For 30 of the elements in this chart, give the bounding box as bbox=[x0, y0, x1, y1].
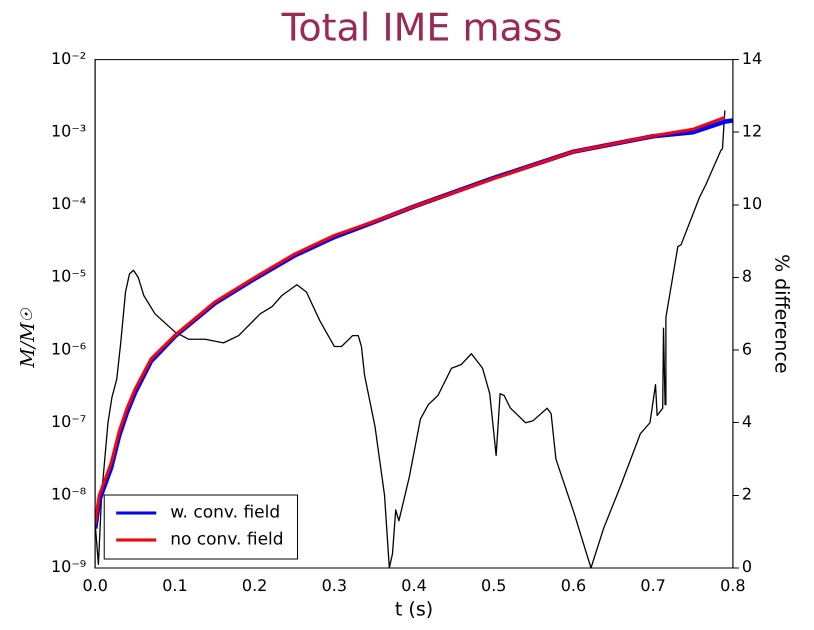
x-tick-label: 0.3 bbox=[322, 576, 348, 595]
y-tick-label: 10⁻⁴ bbox=[51, 194, 86, 214]
x-tick-label: 0.8 bbox=[720, 576, 746, 595]
y2-tick-label: 12 bbox=[742, 121, 762, 140]
legend-label: w. conv. field bbox=[170, 502, 280, 522]
y-tick-label: 10⁻⁸ bbox=[51, 484, 86, 504]
y2-axis-title: % difference bbox=[770, 254, 793, 374]
y-tick-label: 10⁻⁵ bbox=[51, 266, 86, 286]
x-tick-label: 0.4 bbox=[401, 576, 427, 595]
x-tick-label: 0.1 bbox=[162, 576, 188, 595]
chart-title: Total IME mass bbox=[280, 6, 562, 50]
x-tick-label: 0.5 bbox=[481, 576, 506, 595]
y-tick-label: 10⁻⁹ bbox=[51, 557, 86, 576]
y2-tick-label: 6 bbox=[742, 339, 752, 358]
x-tick-label: 0.0 bbox=[82, 576, 108, 595]
y2-tick-label: 8 bbox=[742, 266, 752, 286]
y2-tick-label: 10 bbox=[742, 194, 762, 214]
y2-tick-label: 0 bbox=[742, 557, 752, 576]
y2-tick-label: 14 bbox=[742, 48, 762, 68]
y-tick-label: 10⁻² bbox=[51, 48, 86, 68]
x-axis-title: t (s) bbox=[394, 598, 434, 621]
y2-tick-label: 4 bbox=[742, 412, 752, 431]
x-tick-label: 0.6 bbox=[560, 576, 586, 595]
y-tick-label: 10⁻⁶ bbox=[51, 339, 86, 358]
y-tick-label: 10⁻³ bbox=[51, 121, 86, 140]
x-tick-label: 0.7 bbox=[640, 576, 666, 595]
legend-label: no conv. field bbox=[170, 529, 284, 550]
y-tick-label: 10⁻⁷ bbox=[51, 412, 86, 431]
x-tick-label: 0.2 bbox=[242, 576, 268, 595]
y2-tick-label: 2 bbox=[742, 484, 752, 504]
